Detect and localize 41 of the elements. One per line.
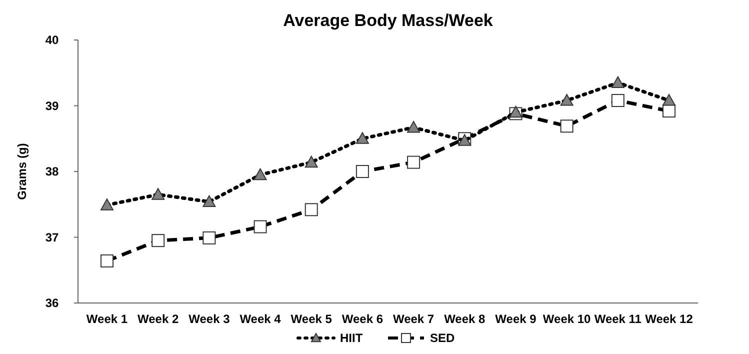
point [509, 106, 522, 118]
point [560, 120, 574, 133]
point [304, 203, 318, 216]
x-tick-label: Week 12 [645, 312, 694, 326]
point [254, 168, 267, 180]
x-tick-label: Week 10 [542, 312, 592, 326]
point [202, 195, 216, 208]
y-tick-label: 40 [45, 33, 59, 48]
x-tick-label: Week 6 [342, 312, 384, 326]
y-tick-label: 39 [45, 98, 59, 113]
y-tick-label: 36 [45, 296, 59, 310]
point [100, 198, 114, 210]
point [304, 156, 318, 168]
point [662, 94, 676, 106]
y-tick-label: 37 [45, 230, 59, 244]
x-tick-label: Week 3 [188, 312, 230, 326]
x-tick-label: Week 11 [594, 312, 642, 326]
point [254, 220, 267, 234]
y-axis-title: Grams (g) [15, 143, 29, 200]
x-tick-label: Week 5 [290, 312, 332, 326]
x-tick-label: Week 1 [86, 312, 128, 326]
point [407, 120, 420, 133]
point [356, 165, 369, 178]
point [356, 132, 369, 144]
point [100, 254, 114, 268]
x-tick-label: Week 7 [392, 312, 434, 326]
x-tick-label: Week 8 [444, 312, 486, 326]
y-tick-label: 38 [45, 164, 59, 179]
x-tick-label: Week 9 [495, 312, 537, 326]
chart-title: Average Body Mass/Week [283, 11, 494, 30]
point [152, 234, 165, 248]
legend-label: HIIT [340, 331, 364, 346]
point [407, 156, 420, 169]
point [152, 188, 165, 200]
x-tick-label: Week 4 [240, 312, 282, 326]
point [202, 231, 216, 244]
point [560, 94, 574, 106]
x-tick-label: Week 2 [138, 312, 179, 326]
point [611, 76, 624, 88]
point [611, 94, 624, 107]
legend-label: SED [430, 331, 456, 346]
